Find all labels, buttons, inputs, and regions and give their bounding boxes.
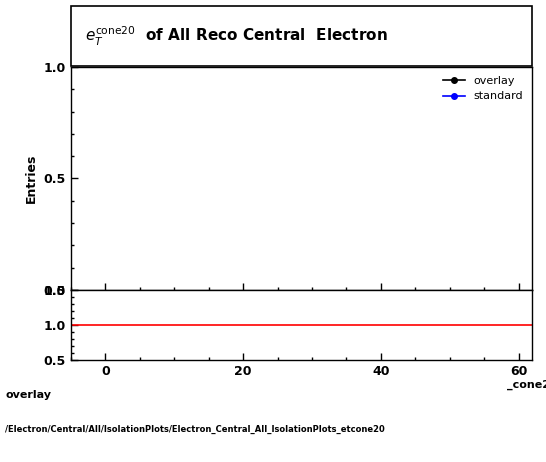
Y-axis label: Entries: Entries <box>25 154 38 203</box>
Text: overlay: overlay <box>5 389 51 400</box>
Text: /Electron/Central/All/IsolationPlots/Electron_Central_All_IsolationPlots_etcone2: /Electron/Central/All/IsolationPlots/Ele… <box>5 425 385 434</box>
X-axis label: _cone20: _cone20 <box>507 380 546 390</box>
Text: $e_T^{\rm cone20}$  of All Reco Central  Electron: $e_T^{\rm cone20}$ of All Reco Central E… <box>85 24 388 48</box>
FancyBboxPatch shape <box>71 6 532 66</box>
Legend: overlay, standard: overlay, standard <box>440 73 527 105</box>
